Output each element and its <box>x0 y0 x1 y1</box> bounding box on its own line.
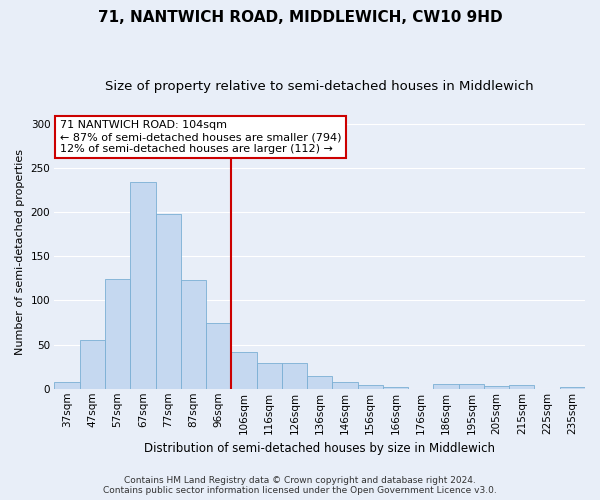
Bar <box>257 363 282 389</box>
Text: 71 NANTWICH ROAD: 104sqm
← 87% of semi-detached houses are smaller (794)
12% of : 71 NANTWICH ROAD: 104sqm ← 87% of semi-d… <box>60 120 341 154</box>
Bar <box>55 382 80 389</box>
Bar <box>80 340 105 389</box>
Bar <box>358 385 383 389</box>
Bar <box>433 384 458 389</box>
Bar <box>560 387 585 389</box>
Text: Contains HM Land Registry data © Crown copyright and database right 2024.
Contai: Contains HM Land Registry data © Crown c… <box>103 476 497 495</box>
Bar <box>105 280 130 389</box>
Bar <box>332 382 358 389</box>
Title: Size of property relative to semi-detached houses in Middlewich: Size of property relative to semi-detach… <box>106 80 534 93</box>
Bar <box>307 376 332 389</box>
Bar <box>509 385 535 389</box>
Bar <box>232 352 257 389</box>
Bar <box>383 387 408 389</box>
Bar <box>130 182 155 389</box>
Bar <box>458 384 484 389</box>
Bar <box>484 386 509 389</box>
Bar <box>155 214 181 389</box>
Text: 71, NANTWICH ROAD, MIDDLEWICH, CW10 9HD: 71, NANTWICH ROAD, MIDDLEWICH, CW10 9HD <box>98 10 502 25</box>
Bar <box>181 280 206 389</box>
Bar <box>206 322 232 389</box>
Y-axis label: Number of semi-detached properties: Number of semi-detached properties <box>15 149 25 355</box>
X-axis label: Distribution of semi-detached houses by size in Middlewich: Distribution of semi-detached houses by … <box>144 442 495 455</box>
Bar <box>282 363 307 389</box>
